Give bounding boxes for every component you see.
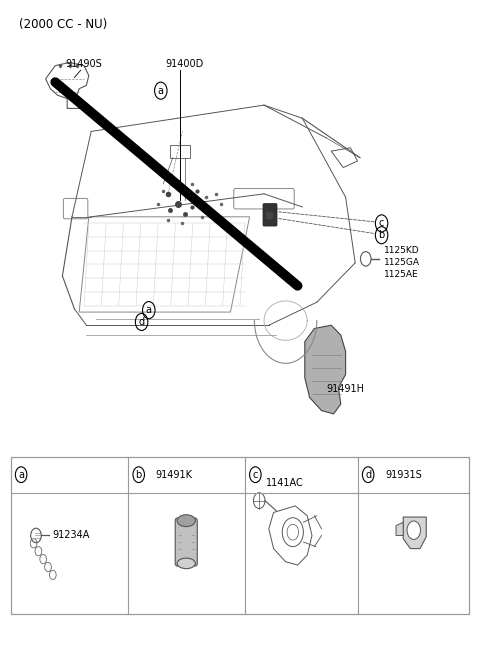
Text: d: d bbox=[365, 470, 371, 480]
Text: a: a bbox=[158, 85, 164, 96]
Text: 91490S: 91490S bbox=[66, 59, 102, 69]
Text: 91400D: 91400D bbox=[166, 59, 204, 69]
Text: 91234A: 91234A bbox=[53, 530, 90, 541]
Text: 1125GA: 1125GA bbox=[384, 258, 420, 267]
Text: 1125AE: 1125AE bbox=[384, 270, 419, 279]
Ellipse shape bbox=[177, 515, 195, 527]
Ellipse shape bbox=[177, 558, 195, 569]
Polygon shape bbox=[403, 517, 426, 549]
Text: b: b bbox=[378, 230, 385, 240]
Polygon shape bbox=[396, 522, 403, 535]
Text: 91491K: 91491K bbox=[156, 470, 192, 480]
Text: 1125KD: 1125KD bbox=[384, 246, 420, 256]
FancyBboxPatch shape bbox=[263, 204, 277, 226]
Text: c: c bbox=[379, 218, 384, 229]
Text: d: d bbox=[139, 317, 144, 327]
Text: c: c bbox=[252, 470, 258, 480]
Text: b: b bbox=[135, 470, 142, 480]
Text: 91491H: 91491H bbox=[326, 384, 365, 394]
Text: 1141AC: 1141AC bbox=[266, 478, 304, 488]
Text: 91931S: 91931S bbox=[385, 470, 422, 480]
Circle shape bbox=[407, 521, 420, 539]
Bar bbox=[11, 457, 469, 614]
Text: a: a bbox=[18, 470, 24, 480]
FancyBboxPatch shape bbox=[175, 518, 197, 566]
Polygon shape bbox=[305, 325, 346, 414]
Text: (2000 CC - NU): (2000 CC - NU) bbox=[19, 18, 108, 31]
Text: a: a bbox=[146, 305, 152, 315]
